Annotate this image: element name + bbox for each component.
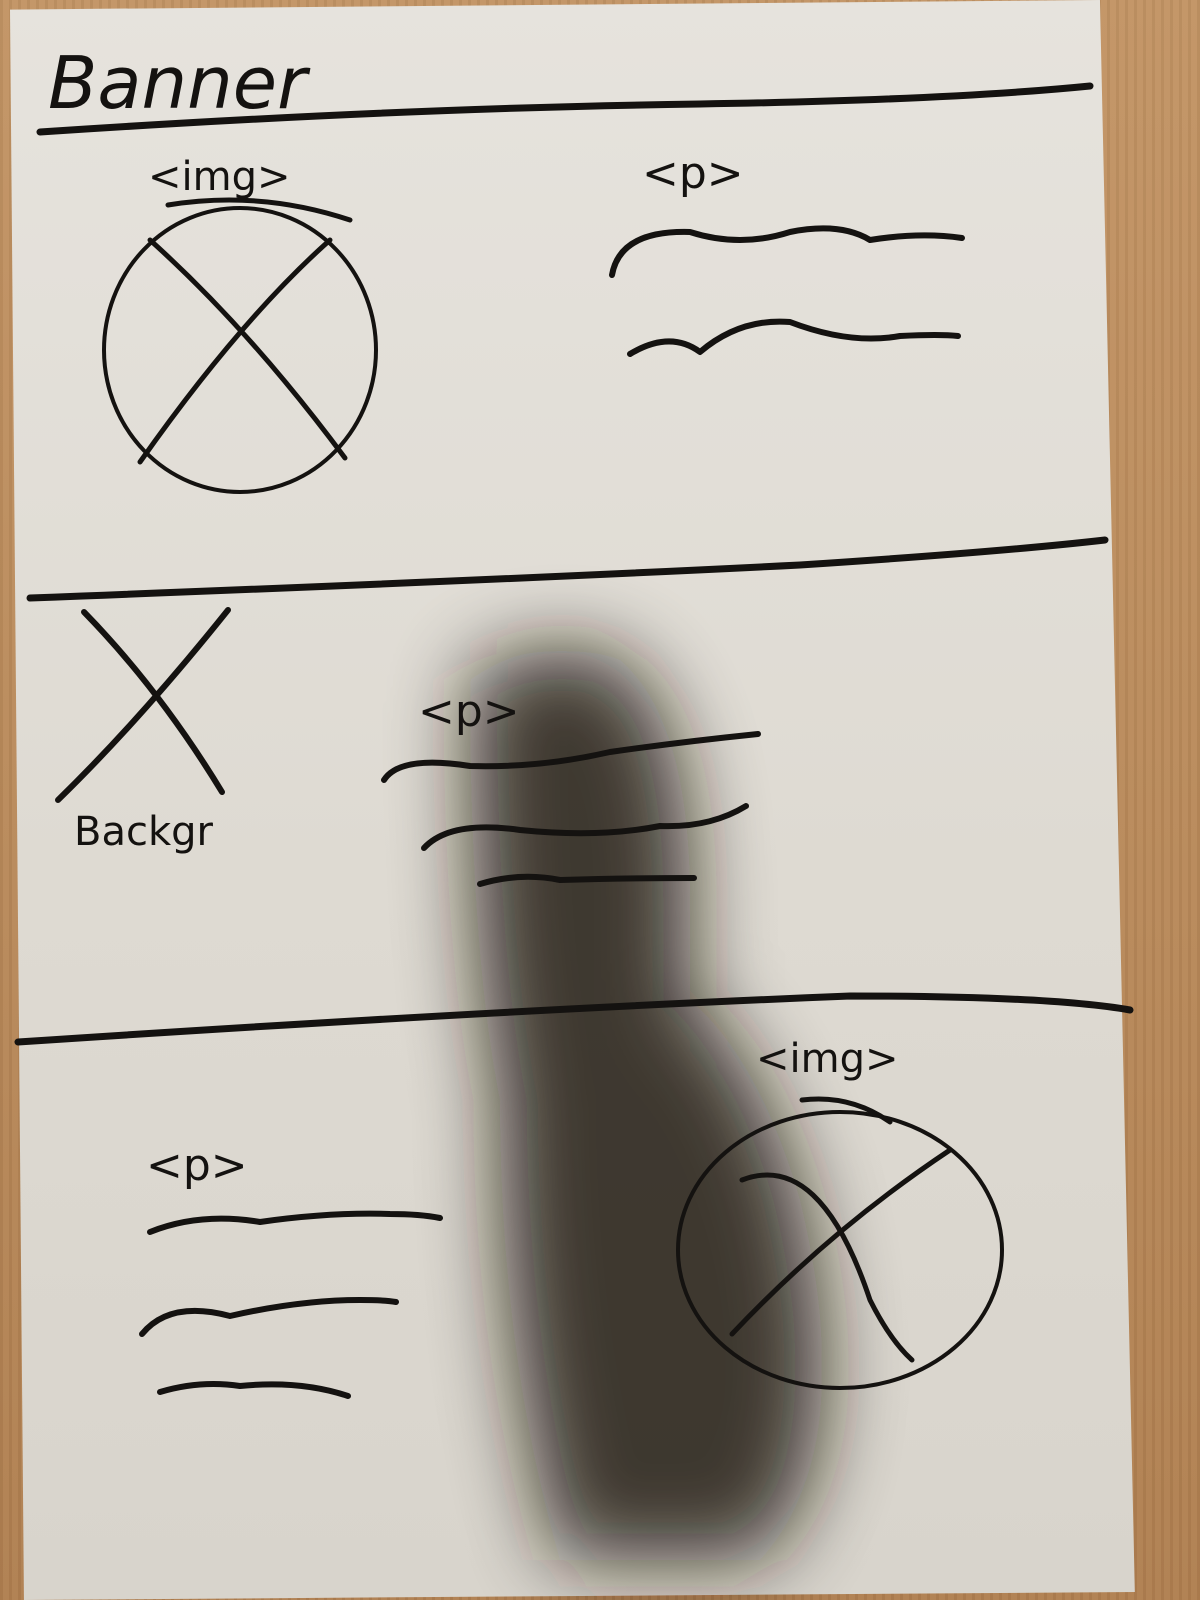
banner-title: Banner: [48, 41, 311, 125]
section-top-text-lines: [609, 225, 965, 357]
section-divider-line-2: [14, 992, 1134, 1046]
section-middle-text-label: <p>: [418, 686, 520, 737]
section-bottom-text-label: <p>: [146, 1140, 248, 1191]
section-middle-background-label: Backgr: [74, 809, 214, 855]
section-middle-text-lines: [381, 731, 761, 887]
section-divider-line-1: [26, 536, 1109, 602]
banner-divider-line: [36, 82, 1094, 136]
section-bottom-image-label: <img>: [756, 1036, 899, 1082]
section-top-image-placeholder-icon: [102, 206, 378, 494]
section-top-text-label: <p>: [642, 148, 744, 199]
section-top-image-label: <img>: [148, 154, 291, 200]
section-top-image-underline: [165, 197, 353, 223]
section-bottom-text-lines: [139, 1210, 443, 1399]
section-bottom-image-placeholder-icon: [676, 1110, 1004, 1390]
section-middle-background-placeholder-icon: [55, 607, 231, 803]
